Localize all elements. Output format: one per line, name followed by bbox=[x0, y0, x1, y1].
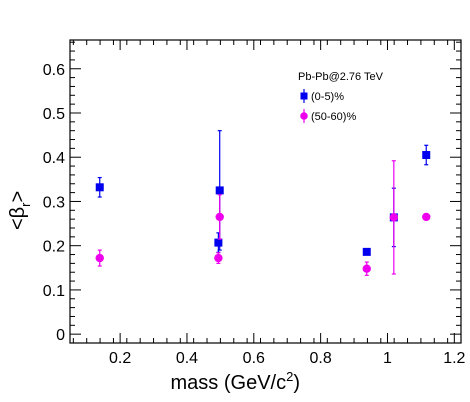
legend-0-marker bbox=[300, 92, 308, 100]
data-point bbox=[422, 151, 431, 160]
plot-frame bbox=[69, 39, 462, 344]
legend: Pb-Pb@2.76 TeV (0-5)% (50-60)% bbox=[298, 71, 384, 123]
y-axis-title: <βr> bbox=[7, 191, 33, 230]
legend-entry-0: (0-5)% bbox=[300, 89, 344, 103]
x-tick-label: 0.2 bbox=[109, 350, 131, 367]
data-point bbox=[214, 238, 223, 247]
x-tick-label: 1 bbox=[383, 350, 392, 367]
y-tick-label: 0.5 bbox=[43, 106, 65, 123]
data-point bbox=[362, 247, 371, 256]
x-tick-label: 1.2 bbox=[443, 350, 465, 367]
data-point bbox=[215, 212, 224, 222]
data-point bbox=[95, 253, 104, 263]
x-tick-label: 0.4 bbox=[176, 350, 198, 367]
data-point bbox=[215, 186, 224, 195]
y-tick-label: 0.4 bbox=[43, 150, 65, 167]
data-point bbox=[362, 264, 371, 273]
legend-1-marker bbox=[300, 112, 308, 120]
y-tick-label: 0.6 bbox=[43, 62, 65, 79]
legend-title: Pb-Pb@2.76 TeV bbox=[298, 71, 384, 83]
x-axis-title: mass (GeV/c2) bbox=[171, 369, 300, 394]
series-0 bbox=[95, 130, 431, 256]
y-tick-label: 0.1 bbox=[43, 283, 65, 300]
legend-1-label: (50-60)% bbox=[311, 111, 356, 123]
data-series bbox=[95, 130, 431, 276]
y-tick-label: 0.2 bbox=[43, 239, 65, 256]
x-tick-label: 0.6 bbox=[243, 350, 265, 367]
legend-0-label: (0-5)% bbox=[311, 91, 344, 103]
data-point bbox=[95, 183, 104, 192]
y-tick-label: 0 bbox=[56, 327, 65, 344]
series-1 bbox=[95, 160, 431, 276]
x-tick-label: 0.8 bbox=[310, 350, 332, 367]
data-point bbox=[389, 213, 399, 222]
legend-entry-1: (50-60)% bbox=[300, 109, 356, 123]
y-tick-label: 0.3 bbox=[43, 194, 65, 211]
data-point bbox=[422, 212, 431, 222]
axis-ticks: 0.2 0.4 0.6 0.8 1 1.2 0 0.1 0.2 0.3 0.4 0.5 0.6 bbox=[43, 40, 466, 367]
data-point bbox=[214, 253, 223, 263]
